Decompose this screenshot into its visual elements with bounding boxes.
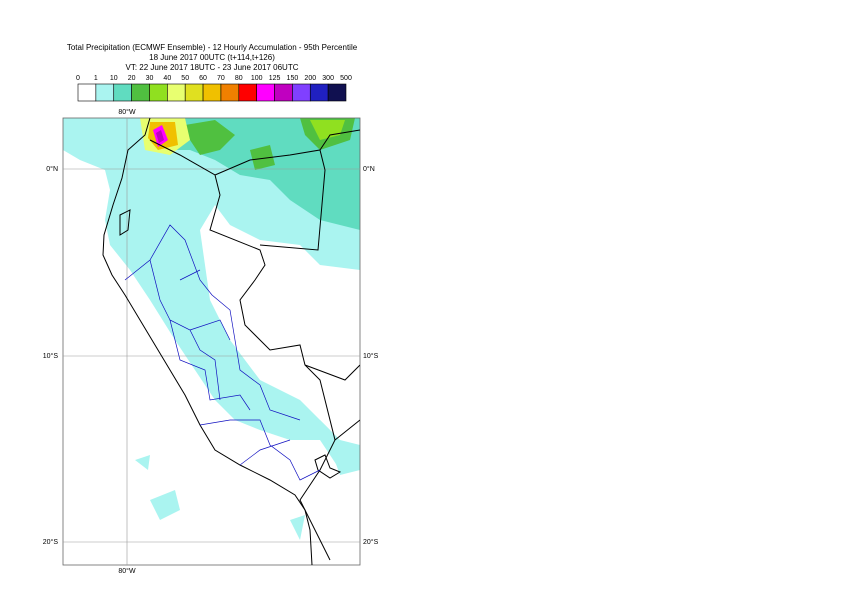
admin-border [124,224,321,481]
precip-area [310,120,345,140]
legend-level: 125 [269,75,281,82]
legend-swatch [131,83,150,102]
legend-level: 20 [128,75,136,82]
legend-swatch [220,83,240,102]
legend-level: 50 [181,75,189,82]
coastline [102,118,313,565]
legend-level: 200 [304,75,316,82]
lat-label: 20°S [363,538,379,546]
legend: 0 1 10 20 30 40 50 60 70 80 100 125 150 200 300 500 [76,75,352,102]
legend-swatch [327,83,347,102]
legend-swatch [202,83,222,102]
legend-swatch [184,83,204,102]
lat-label: 20°S [43,538,59,546]
lat-label: 0°N [46,165,58,173]
valid-time: VT: 22 June 2017 18UTC - 23 June 2017 06… [126,63,299,72]
legend-level: 60 [199,75,207,82]
lon-label: 80°W [118,567,136,575]
legend-swatch [309,83,329,102]
legend-swatch [292,83,311,102]
legend-level: 40 [163,75,171,82]
legend-swatch [113,83,132,102]
legend-level: 100 [251,75,263,82]
legend-swatch [256,83,275,102]
legend-swatch [167,83,186,102]
precip-area [63,118,360,470]
precipitation-field [63,118,360,540]
legend-swatch [238,83,257,102]
legend-level: 0 [76,75,80,82]
map-frame [62,117,361,566]
legend-level: 300 [322,75,334,82]
base-time: 18 June 2017 00UTC (t+114,t+126) [149,53,275,62]
legend-level: 30 [146,75,154,82]
precip-area [185,118,355,170]
legend-level: 80 [235,75,243,82]
lat-label: 10°S [43,352,59,360]
legend-level: 10 [110,75,118,82]
legend-swatch [77,83,97,102]
legend-swatch [274,83,293,102]
legend-swatch [149,83,168,102]
lat-label: 0°N [363,165,375,173]
precip-area [156,130,164,143]
lon-label: 80°W [118,108,136,116]
legend-swatch [95,83,115,102]
legend-level: 500 [340,75,352,82]
map: 80°W 80°W 0°N 10°S 20°S 0°N 10°S 20°S [43,108,379,575]
legend-level: 70 [217,75,225,82]
country-border [119,129,360,561]
lake-titicaca [314,454,342,479]
legend-level: 1 [94,75,98,82]
title: Total Precipitation (ECMWF Ensemble) - 1… [67,43,358,52]
legend-level: 150 [287,75,299,82]
lat-label: 10°S [363,352,379,360]
